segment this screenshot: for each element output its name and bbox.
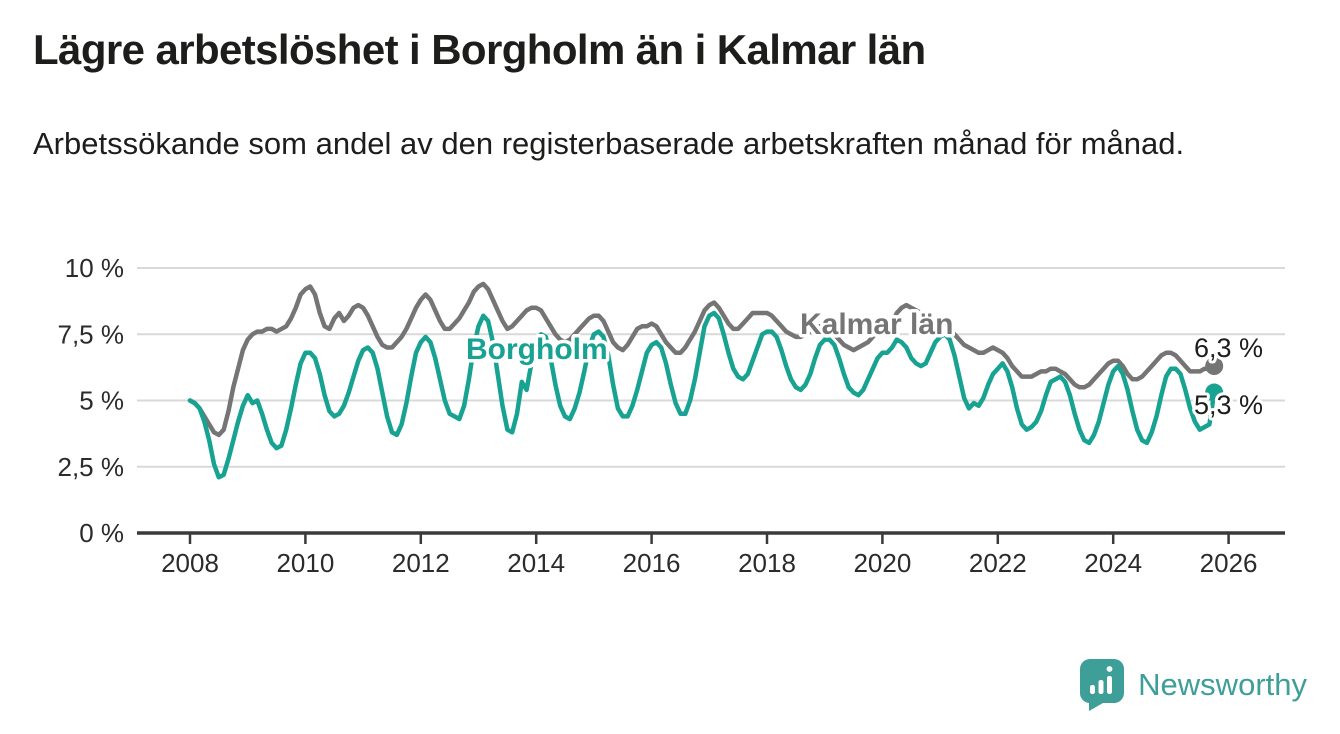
newsworthy-brand: Newsworthy <box>1079 658 1307 712</box>
x-tick-label: 2026 <box>1200 548 1258 578</box>
kalmar-lan-end-value-label: 6,3 % <box>1194 333 1263 363</box>
borgholm-line <box>187 310 1217 480</box>
borgholm-series-label: Borgholm <box>466 333 608 366</box>
x-tick-label: 2016 <box>623 548 681 578</box>
x-tick-label: 2020 <box>853 548 911 578</box>
y-tick-label: 10 % <box>65 253 124 283</box>
brand-name: Newsworthy <box>1138 667 1307 702</box>
logo-bar-medium <box>1098 680 1104 694</box>
page-title: Lägre arbetslöshet i Borgholm än i Kalma… <box>33 26 926 73</box>
unemployment-line-chart: 2008 2010 2012 2014 2016 2018 2020 2022 2024 2026… <box>58 253 1285 578</box>
kalmar-lan-line <box>187 281 1217 438</box>
x-tick-label: 2010 <box>276 548 334 578</box>
logo-bar-tall <box>1107 676 1113 694</box>
x-tick-label: 2018 <box>738 548 796 578</box>
y-tick-label: 7,5 % <box>58 319 125 349</box>
logo-bar-small <box>1090 685 1096 694</box>
y-tick-label: 2,5 % <box>58 452 125 482</box>
x-tick-label: 2024 <box>1084 548 1142 578</box>
x-tick-label: 2008 <box>161 548 219 578</box>
borgholm-end-value-label: 5,3 % <box>1194 390 1263 420</box>
logo-exclamation-dot <box>1106 666 1113 672</box>
page-subtitle: Arbetssökande som andel av den registerb… <box>33 126 1185 161</box>
x-tick-label: 2014 <box>507 548 565 578</box>
y-tick-label: 5 % <box>79 386 124 416</box>
borgholm-end-dot <box>1205 383 1224 402</box>
kalmar-lan-end-dot <box>1205 357 1224 376</box>
kalmar-lan-series-label: Kalmar län <box>800 308 953 341</box>
newsworthy-logo-icon <box>1080 659 1125 711</box>
y-tick-label: 0 % <box>79 518 124 548</box>
x-tick-label: 2012 <box>392 548 450 578</box>
x-tick-label: 2022 <box>969 548 1027 578</box>
